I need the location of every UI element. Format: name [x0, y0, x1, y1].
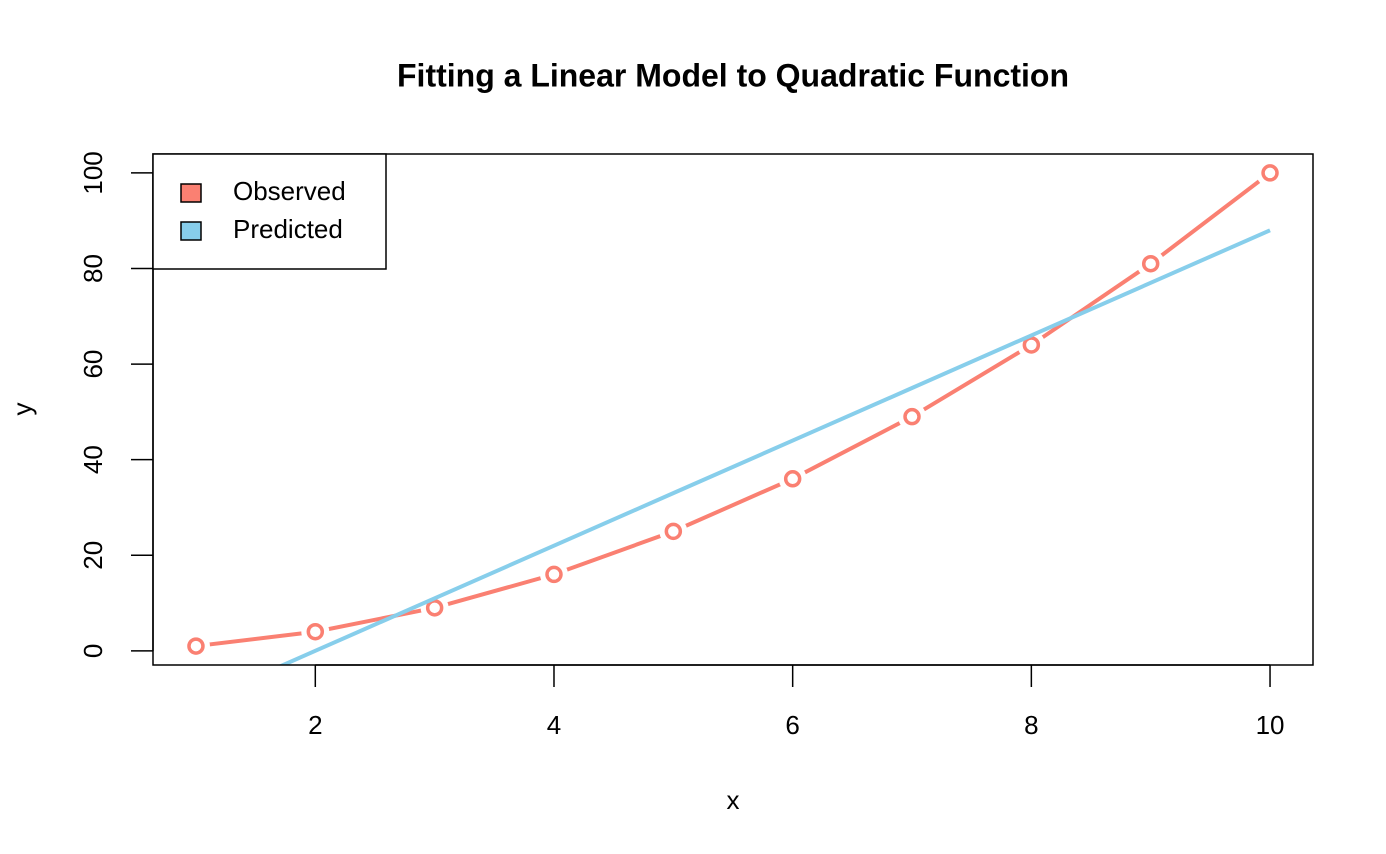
series-line	[195, 171, 1272, 649]
x-axis-label: x	[727, 785, 740, 815]
marker	[783, 470, 802, 488]
y-tick-label: 40	[78, 445, 108, 474]
y-tick-label: 60	[78, 350, 108, 379]
x-tick-label: 4	[547, 710, 561, 740]
y-tick-label: 100	[78, 151, 108, 194]
legend-box	[152, 153, 387, 270]
y-axis-label: y	[7, 403, 37, 416]
series-line	[278, 228, 1271, 665]
chart-title: Fitting a Linear Model to Quadratic Func…	[397, 57, 1069, 93]
plot-area	[181, 158, 1285, 665]
y-tick-label: 80	[78, 254, 108, 283]
marker	[1261, 164, 1279, 182]
marker	[425, 599, 444, 617]
marker	[1141, 254, 1160, 273]
y-tick-label: 0	[78, 644, 108, 658]
y-tick-label: 20	[78, 541, 108, 570]
marker	[664, 522, 683, 541]
marker	[306, 622, 325, 641]
legend-swatch	[180, 221, 202, 241]
marker	[545, 565, 563, 584]
x-tick-label: 6	[785, 710, 799, 740]
marker	[903, 407, 921, 426]
x-tick-label: 2	[308, 710, 322, 740]
legend-swatch	[180, 183, 202, 203]
x-tick-label: 10	[1256, 710, 1285, 740]
legend-label: Predicted	[233, 214, 343, 244]
legend-label: Observed	[233, 176, 346, 206]
x-tick-label: 8	[1024, 710, 1038, 740]
marker	[187, 637, 205, 655]
marker	[1022, 336, 1041, 354]
